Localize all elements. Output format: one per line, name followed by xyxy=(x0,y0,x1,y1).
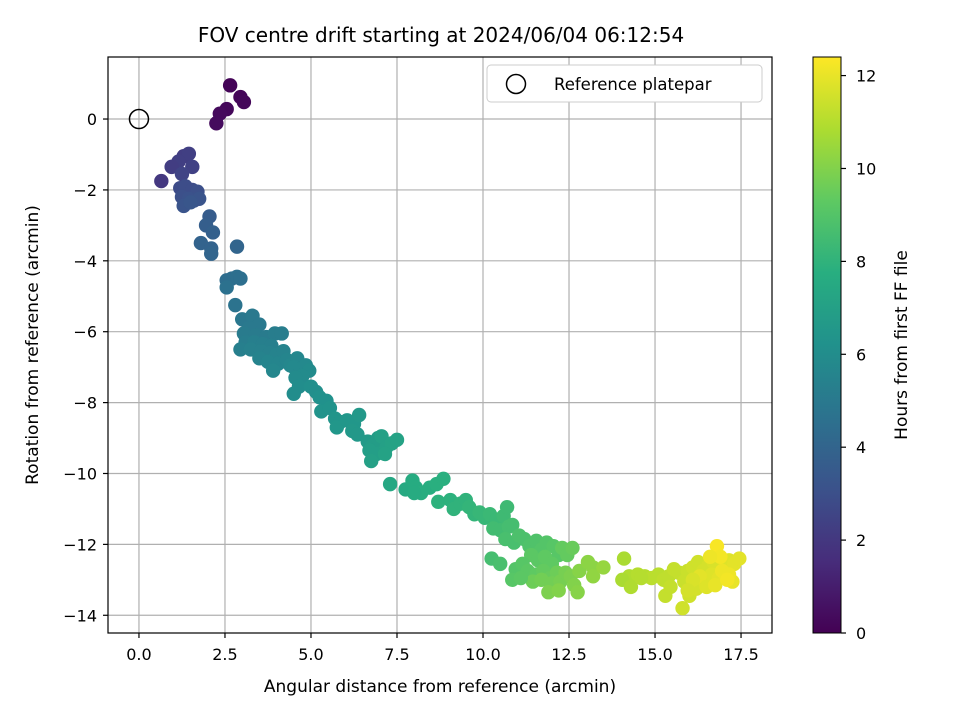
colorbar-tick-label: 12 xyxy=(856,67,876,86)
data-point xyxy=(219,280,234,295)
data-point xyxy=(685,572,701,588)
colorbar-tick-label: 10 xyxy=(856,159,876,178)
y-tick-label: −6 xyxy=(73,323,97,342)
y-tick-label: −12 xyxy=(63,535,97,554)
x-axis-ticks: 0.0 2.5 5.0 7.5 10.0 12.5 15.0 17.5 xyxy=(126,633,759,664)
data-point xyxy=(185,159,200,175)
data-point xyxy=(720,572,735,588)
y-tick-label: −2 xyxy=(73,181,97,200)
data-point xyxy=(183,195,198,210)
data-point xyxy=(322,400,338,416)
scatter-points xyxy=(128,78,747,616)
data-point xyxy=(274,326,289,341)
data-point xyxy=(513,570,529,586)
data-point xyxy=(154,173,169,189)
y-tick-label: 0 xyxy=(87,110,97,129)
data-point xyxy=(680,583,695,598)
data-point xyxy=(499,499,515,515)
reference-point xyxy=(128,108,150,130)
data-point xyxy=(351,407,367,423)
data-point xyxy=(350,427,365,442)
colorbar-tick-label: 8 xyxy=(856,252,866,271)
data-point xyxy=(286,386,301,401)
data-point xyxy=(229,239,245,254)
y-axis-label: Rotation from reference (arcmin) xyxy=(23,205,43,485)
data-point xyxy=(233,271,248,286)
x-tick-label: 7.5 xyxy=(384,645,409,664)
plot-area xyxy=(108,57,772,633)
data-point xyxy=(329,420,344,435)
data-point xyxy=(634,570,649,586)
x-axis-label: Angular distance from reference (arcmin) xyxy=(264,677,616,697)
data-point xyxy=(431,494,446,510)
chart-title: FOV centre drift starting at 2024/06/04 … xyxy=(198,23,684,47)
data-point xyxy=(406,485,422,501)
x-tick-label: 17.5 xyxy=(723,645,759,664)
data-point xyxy=(205,225,221,240)
legend: Reference platepar xyxy=(486,64,763,103)
colorbar-tick-label: 0 xyxy=(856,624,866,643)
data-point xyxy=(436,471,451,487)
data-point xyxy=(382,476,398,492)
data-point xyxy=(389,432,405,448)
data-point xyxy=(222,78,238,93)
data-point xyxy=(702,549,718,564)
legend-reference-label: Reference platepar xyxy=(554,75,712,94)
y-tick-label: −10 xyxy=(63,464,97,483)
data-point xyxy=(551,583,566,598)
data-point xyxy=(675,600,690,616)
data-point xyxy=(585,569,601,584)
data-point xyxy=(181,146,197,161)
data-point xyxy=(493,556,508,572)
y-tick-label: −4 xyxy=(73,252,97,271)
x-tick-label: 0.0 xyxy=(126,645,151,664)
data-point xyxy=(713,549,728,564)
data-point xyxy=(228,297,243,313)
data-point xyxy=(505,517,520,533)
data-point xyxy=(732,551,747,566)
x-tick-label: 10.0 xyxy=(465,645,501,664)
data-point xyxy=(377,446,393,462)
data-point xyxy=(204,246,219,261)
x-tick-label: 2.5 xyxy=(212,645,237,664)
data-point xyxy=(596,560,611,575)
x-tick-label: 5.0 xyxy=(298,645,323,664)
data-point xyxy=(164,159,179,175)
colorbar xyxy=(812,56,842,634)
data-point xyxy=(572,563,587,579)
data-point xyxy=(363,453,379,469)
x-tick-label: 15.0 xyxy=(637,645,673,664)
y-tick-label: −8 xyxy=(73,394,97,413)
data-point xyxy=(565,540,580,556)
x-tick-label: 12.5 xyxy=(551,645,587,664)
legend-reference-marker xyxy=(505,73,527,95)
colorbar-tick-label: 4 xyxy=(856,438,866,457)
data-point xyxy=(623,579,639,595)
data-point xyxy=(570,585,585,600)
colorbar-ticks: 0 2 4 6 8 10 12 xyxy=(841,67,876,643)
data-point xyxy=(616,551,632,566)
data-point xyxy=(233,342,248,357)
data-point xyxy=(174,166,190,182)
colorbar-tick-label: 6 xyxy=(856,345,866,364)
legend-box xyxy=(486,64,763,103)
data-point xyxy=(374,429,389,444)
colorbar-label: Hours from first FF file xyxy=(892,250,912,440)
data-point xyxy=(209,116,224,131)
data-point xyxy=(663,579,678,595)
colorbar-tick-label: 2 xyxy=(856,531,866,550)
y-tick-label: −14 xyxy=(63,606,97,625)
data-point xyxy=(708,577,723,593)
data-point xyxy=(265,363,281,378)
y-axis-ticks: 0 −2 −4 −6 −8 −10 −12 −14 xyxy=(63,110,108,625)
data-point xyxy=(236,94,252,110)
plot-frame xyxy=(107,56,773,634)
